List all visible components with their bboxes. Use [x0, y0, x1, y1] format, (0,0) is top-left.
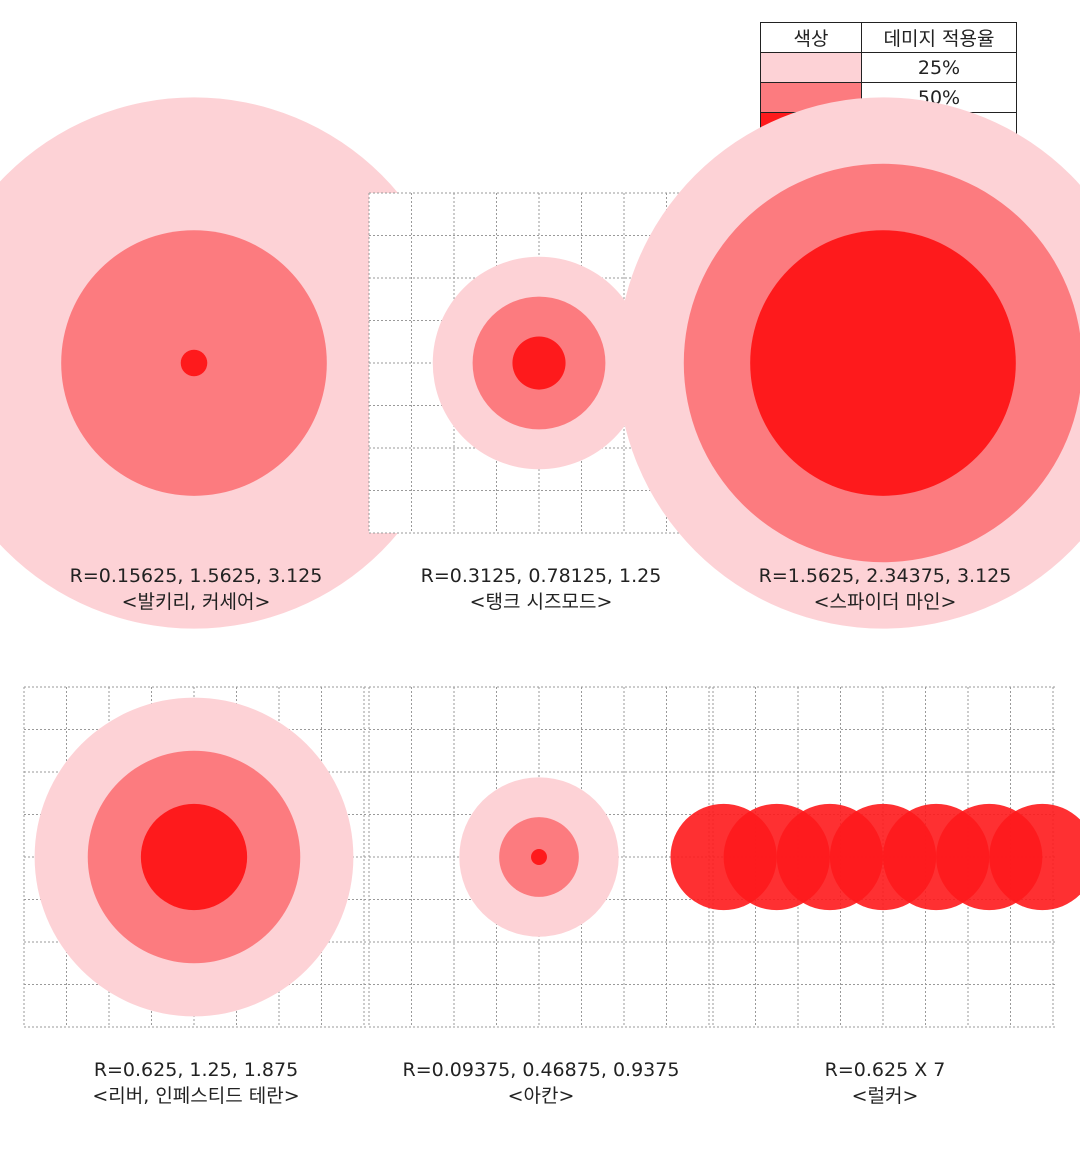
panel-6-lurker-circle-7	[989, 803, 1080, 911]
panel-1-radii: R=0.15625, 1.5625, 3.125	[69, 565, 323, 587]
panel-6-radii: R=0.625 X 7	[824, 1059, 946, 1081]
panel-4-inner-circle	[140, 803, 248, 911]
panel-6-label: R=0.625 X 7 <럴커>	[713, 1057, 1057, 1109]
panel-1-inner-circle	[180, 349, 208, 377]
panel-2-inner-circle	[512, 336, 566, 390]
panel-5-label: R=0.09375, 0.46875, 0.9375 <아칸>	[369, 1057, 713, 1109]
legend-header-color: 색상	[760, 22, 862, 53]
damage-legend-table: 색상 데미지 적용율 25% 50% 100%	[760, 22, 1017, 143]
legend-header-rate: 데미지 적용율	[861, 22, 1017, 53]
panel-5-units: <아칸>	[507, 1085, 575, 1107]
panel-3-label: R=1.5625, 2.34375, 3.125 <스파이더 마인>	[713, 563, 1057, 615]
panel-1-units: <발키리, 커세어>	[121, 591, 271, 613]
panel-2-radii: R=0.3125, 0.78125, 1.25	[420, 565, 662, 587]
panel-4-label: R=0.625, 1.25, 1.875 <리버, 인페스티드 테란>	[24, 1057, 368, 1109]
panel-1-label: R=0.15625, 1.5625, 3.125 <발키리, 커세어>	[24, 563, 368, 615]
panel-4-radii: R=0.625, 1.25, 1.875	[93, 1059, 299, 1081]
panel-4-units: <리버, 인페스티드 테란>	[92, 1085, 300, 1107]
panel-3-inner-circle	[750, 230, 1016, 496]
panel-2-units: <탱크 시즈모드>	[469, 591, 613, 613]
legend-row-25: 25%	[760, 52, 1017, 83]
panel-3-radii: R=1.5625, 2.34375, 3.125	[758, 565, 1012, 587]
panel-3-units: <스파이더 마인>	[813, 591, 957, 613]
panel-5-radii: R=0.09375, 0.46875, 0.9375	[402, 1059, 680, 1081]
panel-6-units: <럴커>	[851, 1085, 919, 1107]
panel-5-inner-circle	[531, 849, 547, 865]
legend-swatch-25	[760, 52, 862, 83]
panel-2-label: R=0.3125, 0.78125, 1.25 <탱크 시즈모드>	[369, 563, 713, 615]
legend-header-row: 색상 데미지 적용율	[760, 22, 1017, 53]
